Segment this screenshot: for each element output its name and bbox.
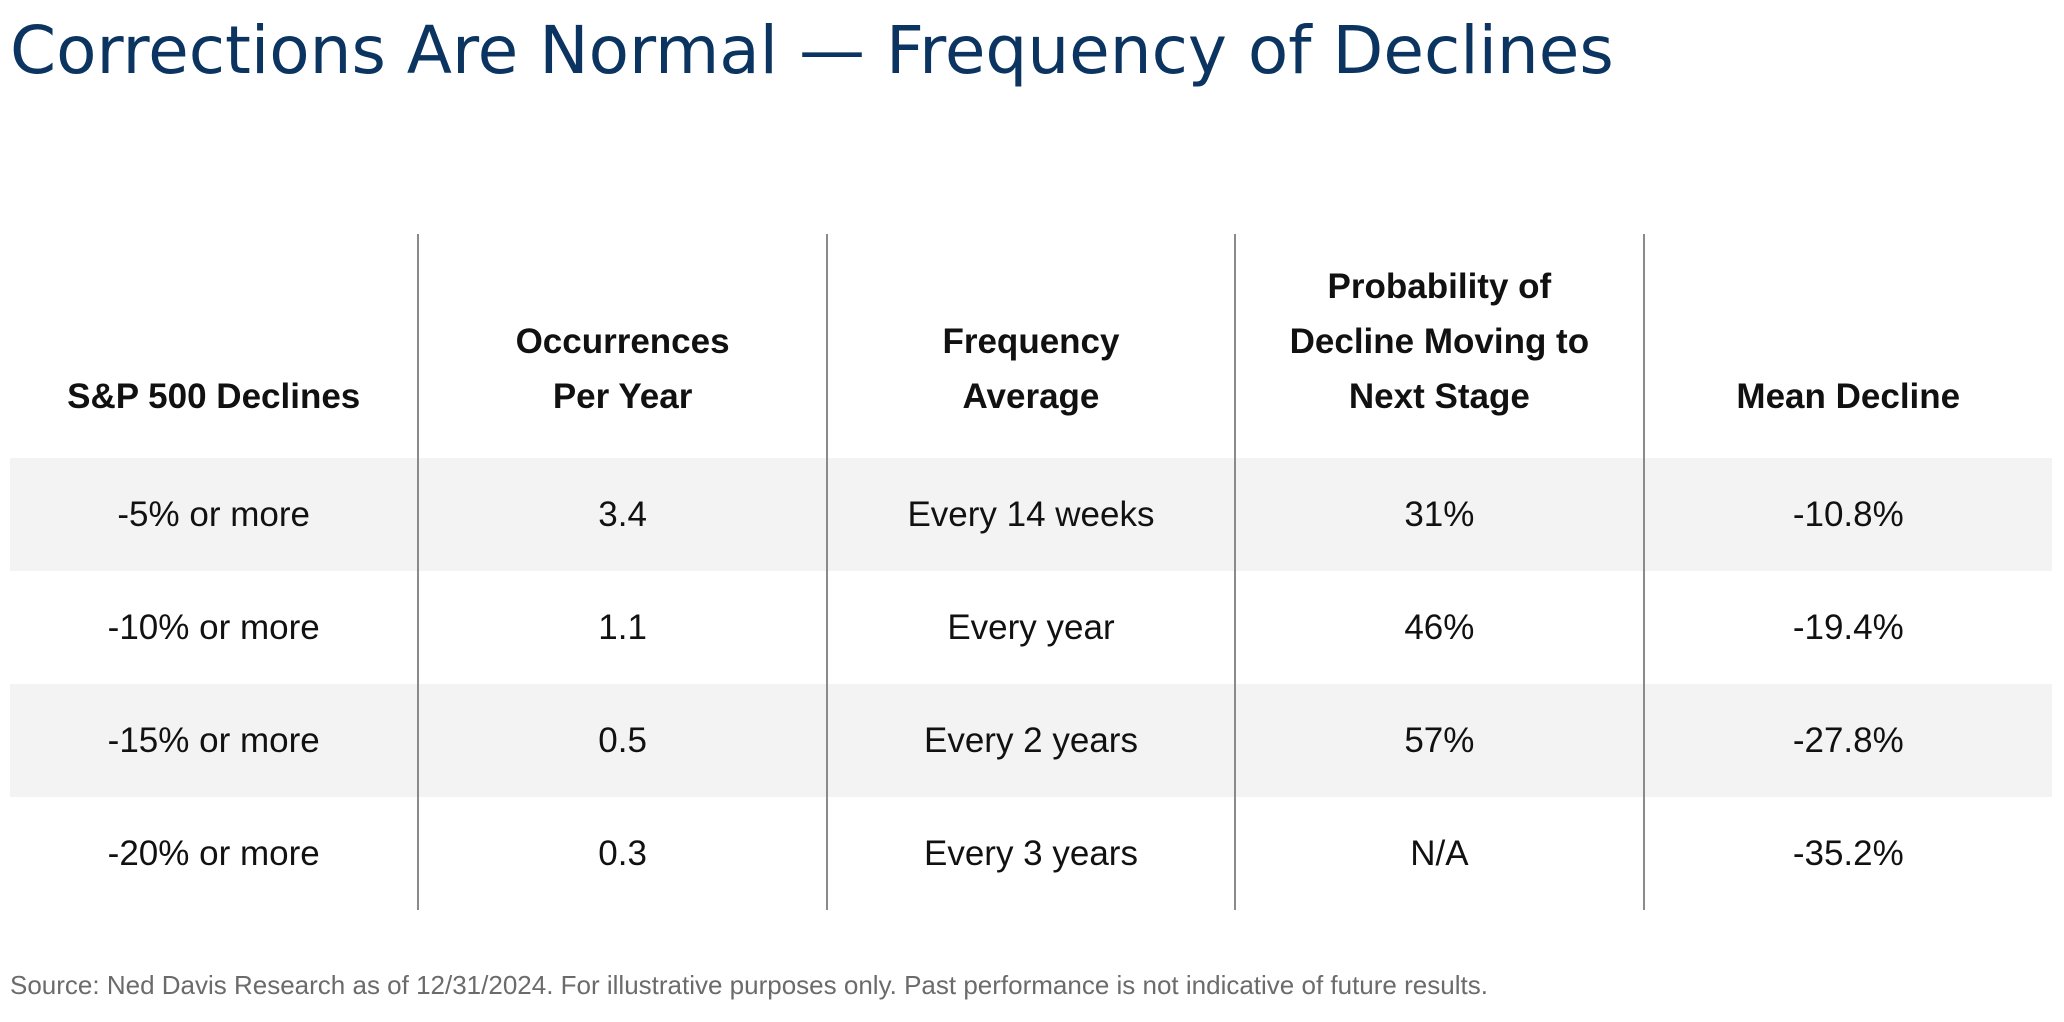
table-row: -15% or more 0.5 Every 2 years 57% -27.8… (10, 684, 2052, 797)
header-line: Probability of (1327, 267, 1552, 306)
cell-probability: 46% (1234, 571, 1644, 684)
source-footnote: Source: Ned Davis Research as of 12/31/2… (10, 970, 1488, 1000)
cell-occurrences: 0.3 (417, 797, 827, 910)
header-mean-decline: Mean Decline (1642, 234, 2052, 458)
header-occurrences-per-year: Occurrences Per Year (417, 234, 827, 458)
cell-decline: -15% or more (10, 684, 419, 797)
header-frequency-average: Frequency Average (825, 234, 1236, 458)
table-row: -5% or more 3.4 Every 14 weeks 31% -10.8… (10, 458, 2052, 571)
header-line: Per Year (552, 377, 693, 416)
header-probability-next-stage: Probability of Decline Moving to Next St… (1234, 234, 1644, 458)
header-line: Occurrences (515, 322, 730, 361)
header-line: Frequency (942, 322, 1120, 361)
header-line: Average (962, 377, 1100, 416)
table-header-row: S&P 500 Declines Occurrences Per Year Fr… (10, 234, 2052, 458)
cell-decline: -5% or more (10, 458, 419, 571)
cell-mean-decline: -10.8% (1642, 458, 2052, 571)
declines-table: S&P 500 Declines Occurrences Per Year Fr… (10, 234, 2052, 910)
cell-frequency: Every 3 years (825, 797, 1236, 910)
cell-mean-decline: -27.8% (1642, 684, 2052, 797)
cell-occurrences: 3.4 (417, 458, 827, 571)
table-row: -10% or more 1.1 Every year 46% -19.4% (10, 571, 2052, 684)
cell-mean-decline: -35.2% (1642, 797, 2052, 910)
cell-decline: -10% or more (107, 607, 320, 647)
table-row: -20% or more 0.3 Every 3 years N/A -35.2… (10, 797, 2052, 910)
header-line: Mean Decline (1736, 377, 1961, 416)
cell-probability: 31% (1234, 458, 1644, 571)
cell-probability: 57% (1234, 684, 1644, 797)
cell-occurrences: 0.5 (417, 684, 827, 797)
page-title: Corrections Are Normal — Frequency of De… (10, 12, 1614, 89)
cell-occurrences: 1.1 (417, 571, 827, 684)
cell-frequency: Every 2 years (825, 684, 1236, 797)
header-sp500-declines: S&P 500 Declines (10, 234, 418, 458)
cell-mean-decline: -19.4% (1642, 571, 2052, 684)
header-line: S&P 500 Declines (67, 377, 361, 416)
cell-frequency: Every 14 weeks (825, 458, 1236, 571)
cell-decline: -20% or more (107, 833, 320, 873)
cell-frequency: Every year (825, 571, 1236, 684)
header-line: Decline Moving to (1289, 322, 1590, 361)
cell-probability: N/A (1234, 797, 1644, 910)
header-line: Next Stage (1348, 377, 1530, 416)
